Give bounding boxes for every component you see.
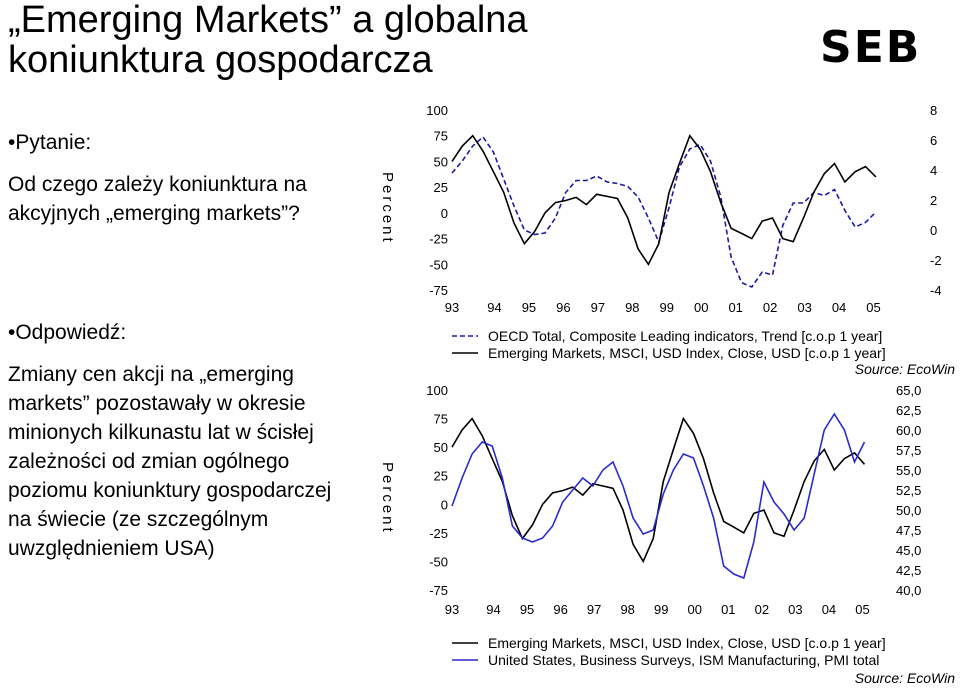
chart1-ytick-left: 75 (434, 129, 448, 144)
chart2-ytick-left: -25 (429, 526, 448, 541)
title-line-1: „Emerging Markets” a globalna (8, 0, 528, 41)
chart1-series-line (451, 135, 877, 288)
chart2-legend-label: United States, Business Surveys, ISM Man… (488, 652, 879, 668)
chart2-ytick-right: 57,5 (896, 443, 921, 458)
chart1-xtick: 95 (522, 300, 536, 315)
chart2-series-line (451, 412, 866, 580)
question-text: Od czego zależy koniunktura na akcyjnych… (8, 173, 307, 225)
chart2-xtick: 97 (587, 602, 601, 617)
chart2-ytick-right: 42,5 (896, 563, 921, 578)
chart1-legend-label: Emerging Markets, MSCI, USD Index, Close… (488, 345, 886, 361)
chart1-xtick: 01 (728, 300, 742, 315)
chart1-ytick-right: 8 (930, 103, 937, 118)
chart2-xtick: 03 (788, 602, 802, 617)
chart2-series-line (451, 416, 866, 564)
chart2-ytick-left: 50 (434, 440, 448, 455)
chart2-ytick-left: 100 (426, 383, 448, 398)
chart1-ytick-left: 0 (441, 206, 448, 221)
chart1-xtick: 98 (625, 300, 639, 315)
chart2-ytick-right: 40,0 (896, 583, 921, 598)
chart2-xtick: 98 (620, 602, 634, 617)
chart2-source: Source: EcoWin (855, 670, 955, 686)
chart2-ytick-right: 55,0 (896, 463, 921, 478)
chart2-ytick-left: -75 (429, 583, 448, 598)
chart1-xtick: 97 (591, 300, 605, 315)
chart2-legend-label: Emerging Markets, MSCI, USD Index, Close… (488, 635, 886, 651)
chart2-xtick: 96 (553, 602, 567, 617)
chart1-xtick: 96 (556, 300, 570, 315)
question-label: •Pytanie: (8, 131, 92, 154)
chart2-ytick-right: 60,0 (896, 423, 921, 438)
chart1-ytick-right: 2 (930, 193, 937, 208)
chart2-xtick: 00 (688, 602, 702, 617)
chart1-xtick: 00 (694, 300, 708, 315)
chart2-xtick: 02 (755, 602, 769, 617)
chart2-xtick: 95 (520, 602, 534, 617)
chart1-ytick-right: 4 (930, 163, 937, 178)
chart1-ytick-left: 25 (434, 180, 448, 195)
chart2-xtick: 04 (822, 602, 836, 617)
chart1-xtick: 02 (763, 300, 777, 315)
chart1-xtick: 04 (832, 300, 846, 315)
chart2-xtick: 94 (486, 602, 500, 617)
chart2-ytick-right: 47,5 (896, 523, 921, 538)
chart2-ytick-right: 62,5 (896, 403, 921, 418)
chart1-ytick-left: -25 (429, 232, 448, 247)
chart1-ytick-right: -2 (930, 253, 942, 268)
chart1-ytick-right: 0 (930, 223, 937, 238)
chart2-ytick-right: 45,0 (896, 543, 921, 558)
chart2-ytick-right: 65,0 (896, 383, 921, 398)
chart1-legend-label: OECD Total, Composite Leading indicators… (488, 328, 882, 344)
seb-logo: SEB (820, 22, 922, 73)
chart1-ytick-right: -4 (930, 283, 942, 298)
chart1-series-line (451, 134, 877, 266)
answer-label: •Odpowiedź: (8, 321, 127, 344)
chart2-ytick-left: -50 (429, 554, 448, 569)
chart2-xtick: 99 (654, 602, 668, 617)
chart2-ytick-right: 50,0 (896, 503, 921, 518)
chart2-xtick: 01 (721, 602, 735, 617)
chart1-ytick-left: 50 (434, 154, 448, 169)
chart2-ytick-right: 52,5 (896, 483, 921, 498)
chart2-xtick: 05 (855, 602, 869, 617)
slide-title: „Emerging Markets” a globalna koniunktur… (8, 0, 528, 80)
title-line-2: koniunktura gospodarcza (8, 39, 433, 81)
chart1-xtick: 05 (866, 300, 880, 315)
chart1-source: Source: EcoWin (855, 361, 955, 377)
chart1-ytick-left: -50 (429, 257, 448, 272)
chart1-xtick: 99 (660, 300, 674, 315)
chart1-xtick: 94 (487, 300, 501, 315)
chart1-ytick-right: 6 (930, 133, 937, 148)
chart1-xtick: 03 (797, 300, 811, 315)
answer-text: Zmiany cen akcji na „emerging markets” p… (8, 363, 332, 560)
chart2-ytick-left: 75 (434, 412, 448, 427)
chart1-xtick: 93 (445, 300, 459, 315)
chart2-xtick: 93 (445, 602, 459, 617)
chart1-ytick-left: -75 (429, 283, 448, 298)
chart1-ytick-left: 100 (426, 103, 448, 118)
chart2-ytick-left: 0 (441, 497, 448, 512)
chart2-ytick-left: 25 (434, 469, 448, 484)
